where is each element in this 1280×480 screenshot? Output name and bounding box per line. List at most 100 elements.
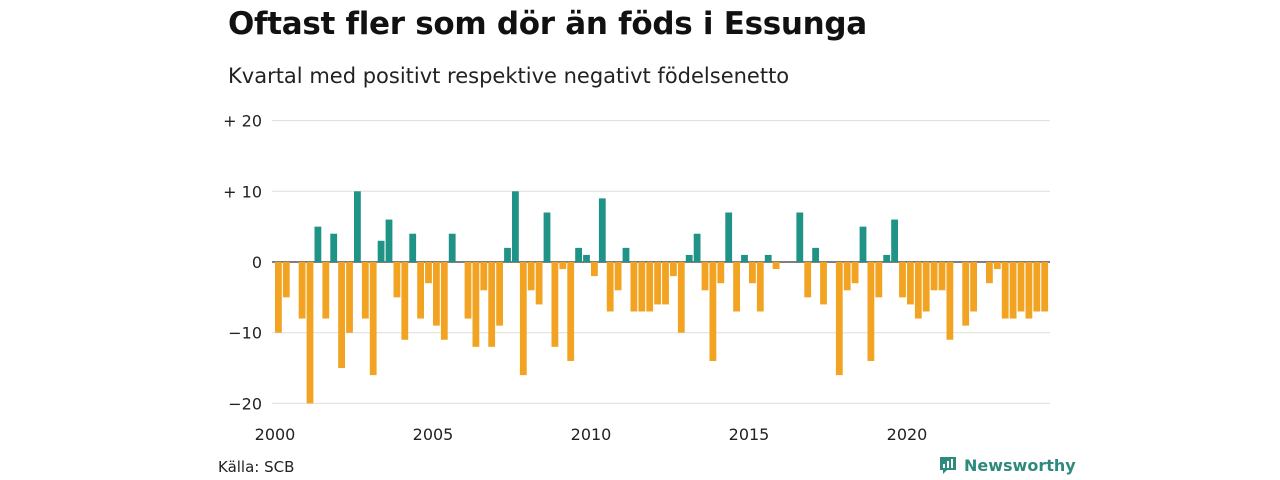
bar (646, 262, 654, 312)
bar (527, 262, 535, 291)
bar (512, 191, 519, 262)
bar (741, 254, 748, 262)
bar (970, 262, 977, 312)
bar (559, 262, 567, 270)
bar (733, 262, 740, 312)
bar (670, 262, 677, 277)
bar (401, 262, 409, 340)
bar (812, 247, 819, 262)
bar (907, 262, 914, 305)
bar (591, 262, 598, 277)
bar (1033, 262, 1041, 312)
bar (440, 262, 448, 340)
bar (425, 262, 432, 284)
y-tick-label: + 20 (223, 112, 262, 131)
bar (859, 226, 867, 262)
bar (756, 262, 764, 312)
bar (385, 219, 393, 262)
x-tick-label: 2000 (255, 425, 296, 444)
chart-title: Oftast fler som dör än föds i Essunga (228, 6, 867, 42)
bar (322, 262, 330, 319)
bar (393, 262, 401, 298)
bar (1009, 262, 1017, 319)
bar (361, 262, 369, 319)
y-tick-label: −20 (228, 394, 262, 413)
bar (654, 262, 661, 305)
y-tick-label: −10 (228, 324, 262, 343)
bar (417, 262, 424, 319)
bar (1025, 262, 1033, 319)
bar (914, 262, 922, 319)
bar (314, 226, 322, 262)
bar (1001, 262, 1009, 319)
bar (772, 262, 780, 270)
brand-name: Newsworthy (964, 455, 1076, 475)
bar (685, 254, 693, 262)
bar (867, 262, 875, 361)
bar (504, 247, 511, 262)
bar (377, 240, 385, 262)
bar (409, 233, 417, 262)
bar (899, 262, 906, 298)
bar (693, 233, 701, 262)
bar (717, 262, 725, 284)
bar (709, 262, 717, 361)
bar (1041, 262, 1049, 312)
x-tick-label: 2010 (571, 425, 612, 444)
bar (606, 262, 614, 312)
x-tick-label: 2015 (729, 425, 770, 444)
bar (488, 262, 496, 347)
bar (749, 262, 756, 284)
bar (820, 262, 827, 305)
bar (535, 262, 543, 305)
bar (922, 262, 930, 312)
bar (496, 262, 503, 326)
bars (275, 191, 1049, 404)
bar (298, 262, 306, 319)
bar (472, 262, 480, 347)
source-note: Källa: SCB (218, 458, 295, 476)
bar (804, 262, 812, 298)
bar (275, 262, 282, 333)
bar (583, 254, 590, 262)
bar (930, 262, 938, 291)
bar (843, 262, 851, 291)
bar (551, 262, 559, 347)
bar (938, 262, 946, 291)
bar (701, 262, 709, 291)
bar (875, 262, 883, 298)
bar (622, 247, 630, 262)
bar (354, 191, 361, 262)
bar (677, 262, 685, 333)
bar (946, 262, 954, 340)
bar (330, 233, 338, 262)
bar (448, 233, 456, 262)
bar (993, 262, 1001, 270)
y-tick-label: 0 (252, 253, 262, 272)
bar (519, 262, 527, 376)
bar (883, 254, 891, 262)
x-tick-label: 2005 (413, 425, 454, 444)
bar (638, 262, 646, 312)
bar (567, 262, 575, 361)
bar (369, 262, 377, 376)
bar (725, 212, 733, 262)
bar (764, 254, 772, 262)
x-tick-label: 2020 (887, 425, 928, 444)
y-tick-label: + 10 (223, 182, 262, 201)
bar (630, 262, 638, 312)
bar (306, 262, 314, 404)
axis-labels: + 20 + 10 0 −10 −20 2000 2005 2010 2015 2020 (223, 112, 927, 444)
bar (575, 247, 582, 262)
bar (962, 262, 970, 326)
bar (464, 262, 472, 319)
brand-logo[interactable]: Newsworthy (938, 455, 1076, 475)
bar (338, 262, 345, 369)
bar (543, 212, 551, 262)
bar (851, 262, 859, 284)
bar (986, 262, 993, 284)
bar (662, 262, 669, 305)
bar (598, 198, 606, 262)
bar (346, 262, 353, 333)
